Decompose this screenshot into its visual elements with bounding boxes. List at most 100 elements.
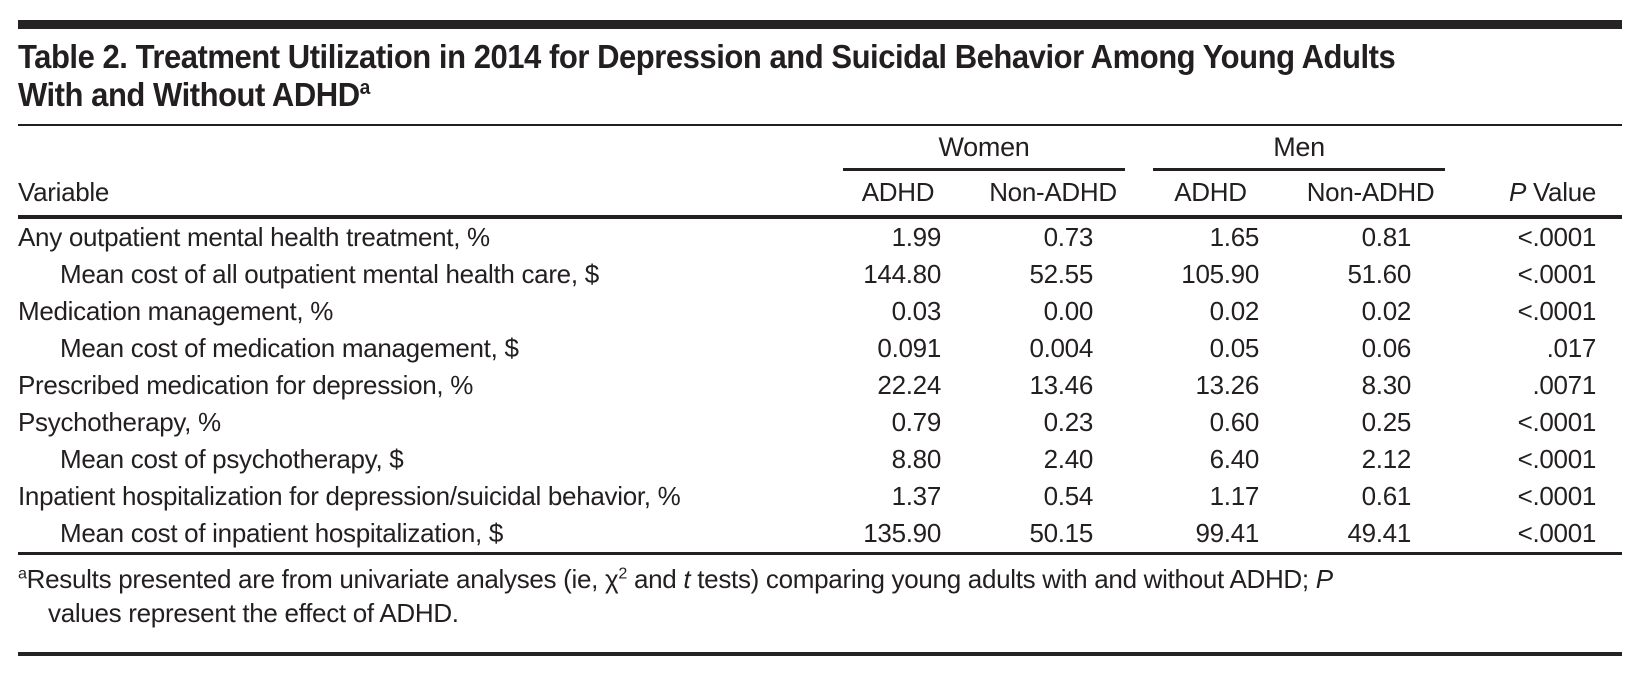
women-adhd-column-header: ADHD (833, 172, 963, 219)
cell-women-adhd: 144.80 (863, 259, 941, 289)
table-footnote: aResults presented are from univariate a… (18, 562, 1622, 630)
table-bottom-rule (18, 652, 1622, 656)
cell-men-non-adhd: 0.81 (1361, 222, 1412, 252)
cell-women-adhd: 0.79 (891, 407, 942, 437)
cell-men-adhd: 1.17 (1209, 481, 1260, 511)
cell-men-non-adhd: 51.60 (1347, 259, 1412, 289)
cell-men-adhd: 13.26 (1195, 370, 1260, 400)
cell-men-non-adhd: 0.61 (1361, 481, 1412, 511)
cell-p-value: .0071 (1532, 370, 1597, 400)
group-header-spacer (18, 125, 833, 172)
cell-women-adhd: 22.24 (877, 370, 941, 400)
table-content: Table 2. Treatment Utilization in 2014 f… (18, 20, 1623, 656)
cell-p-value: <.0001 (1463, 515, 1623, 555)
cell-p-value: <.0001 (1517, 481, 1597, 511)
column-header-row: Variable ADHD Non-ADHD ADHD Non-ADHD P V… (18, 172, 1623, 219)
cell-p-value: <.0001 (1517, 444, 1597, 474)
cell-women-non-adhd: 13.46 (1029, 370, 1094, 400)
table-row: Any outpatient mental health treatment, … (18, 217, 1622, 256)
footnote-italic-p: P (1315, 564, 1333, 594)
cell-women-adhd: 0.091 (877, 333, 941, 363)
table-title-line2: With and Without ADHDa (18, 76, 1526, 114)
cell-variable: Any outpatient mental health treatment, … (18, 222, 490, 252)
men-adhd-column-header: ADHD (1143, 172, 1279, 219)
cell-men-adhd: 0.60 (1209, 407, 1260, 437)
p-value-header-italic-p: P (1508, 177, 1527, 207)
cell-women-non-adhd: 50.15 (963, 515, 1144, 555)
cell-women-adhd: 8.80 (891, 444, 942, 474)
cell-variable: Mean cost of all outpatient mental healt… (60, 259, 599, 289)
cell-women-adhd: 1.99 (891, 222, 942, 252)
cell-p-value: <.0001 (1517, 407, 1597, 437)
variable-column-header: Variable (18, 172, 833, 219)
cell-women-non-adhd: 52.55 (1029, 259, 1094, 289)
cell-variable: Mean cost of medication management, $ (60, 333, 519, 363)
group-header-men-label: Men (1153, 132, 1446, 171)
group-header-row: Women Men (18, 125, 1622, 172)
cell-p-value: <.0001 (1517, 259, 1597, 289)
footnote-text-2: and (627, 564, 684, 594)
table-row: Mean cost of all outpatient mental healt… (18, 256, 1622, 293)
cell-men-adhd: 0.05 (1209, 333, 1260, 363)
table-row: Medication management, % 0.03 0.00 0.02 … (18, 293, 1622, 330)
table-row: Psychotherapy, % 0.79 0.23 0.60 0.25 <.0… (18, 404, 1622, 441)
footnote-italic-t: t (683, 564, 691, 594)
group-header-women: Women (833, 125, 1143, 172)
footnote-line1: aResults presented are from univariate a… (18, 562, 1622, 596)
table-title: Table 2. Treatment Utilization in 2014 f… (18, 38, 1622, 114)
footnote-text-1: Results presented are from univariate an… (26, 564, 619, 594)
table-title-line2-text: With and Without ADHD (18, 76, 360, 113)
cell-women-non-adhd: 0.00 (1043, 296, 1094, 326)
p-value-header-rest: Value (1526, 177, 1597, 207)
cell-p-value: <.0001 (1517, 296, 1597, 326)
cell-p-value: <.0001 (1517, 222, 1597, 252)
cell-women-non-adhd: 0.54 (1043, 481, 1094, 511)
cell-variable: Medication management, % (18, 296, 334, 326)
men-non-adhd-column-header: Non-ADHD (1278, 172, 1464, 219)
cell-variable: Mean cost of psychotherapy, $ (60, 444, 404, 474)
cell-women-adhd: 1.37 (891, 481, 942, 511)
group-header-women-label: Women (843, 132, 1126, 171)
cell-women-non-adhd: 0.23 (1043, 407, 1094, 437)
cell-men-adhd: 1.65 (1209, 222, 1260, 252)
cell-women-adhd: 135.90 (833, 515, 963, 555)
table-top-rule (18, 20, 1622, 29)
cell-men-non-adhd: 2.12 (1361, 444, 1412, 474)
cell-women-non-adhd: 0.004 (1029, 333, 1094, 363)
cell-men-adhd: 105.90 (1181, 259, 1260, 289)
cell-men-adhd: 99.41 (1143, 515, 1279, 555)
footnote-marker: a (18, 564, 27, 583)
cell-variable: Prescribed medication for depression, % (18, 370, 474, 400)
table-row: Mean cost of inpatient hospitalization, … (18, 515, 1623, 555)
cell-men-non-adhd: 49.41 (1278, 515, 1464, 555)
group-header-men: Men (1143, 125, 1463, 172)
table-header: Women Men Variable ADHD Non-ADHD ADHD No… (18, 125, 1623, 219)
cell-men-non-adhd: 8.30 (1361, 370, 1412, 400)
cell-variable: Inpatient hospitalization for depression… (18, 481, 681, 511)
footnote-line2: values represent the effect of ADHD. (48, 598, 459, 628)
cell-women-non-adhd: 2.40 (1043, 444, 1094, 474)
p-value-column-header: P Value (1463, 172, 1623, 219)
table-row: Inpatient hospitalization for depression… (18, 478, 1622, 515)
table-title-footnote-marker: a (359, 76, 371, 99)
treatment-utilization-table: Women Men Variable ADHD Non-ADHD ADHD No… (18, 124, 1623, 555)
cell-men-non-adhd: 0.25 (1361, 407, 1412, 437)
cell-p-value: .017 (1546, 333, 1597, 363)
cell-men-non-adhd: 0.02 (1361, 296, 1412, 326)
cell-men-non-adhd: 0.06 (1361, 333, 1412, 363)
group-header-spacer-pvalue (1463, 125, 1622, 172)
cell-variable: Psychotherapy, % (18, 407, 221, 437)
table-row: Mean cost of medication management, $ 0.… (18, 330, 1622, 367)
cell-women-adhd: 0.03 (891, 296, 942, 326)
footnote-text-3: tests) comparing young adults with and w… (690, 564, 1316, 594)
table-title-line1: Table 2. Treatment Utilization in 2014 f… (18, 38, 1396, 75)
cell-variable: Mean cost of inpatient hospitalization, … (18, 515, 833, 555)
cell-men-adhd: 0.02 (1209, 296, 1260, 326)
table-body: Any outpatient mental health treatment, … (18, 217, 1623, 555)
table-row: Mean cost of psychotherapy, $ 8.80 2.40 … (18, 441, 1622, 478)
women-non-adhd-column-header: Non-ADHD (963, 172, 1144, 219)
cell-women-non-adhd: 0.73 (1043, 222, 1094, 252)
table-row: Prescribed medication for depression, % … (18, 367, 1622, 404)
footnote-chi-squared-exponent: 2 (618, 564, 628, 583)
